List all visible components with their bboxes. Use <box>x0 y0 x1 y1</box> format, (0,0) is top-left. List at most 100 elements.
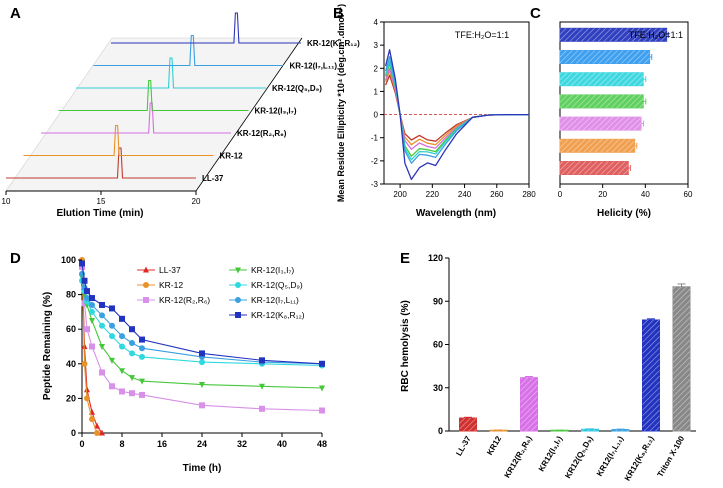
stability-point-3-10 <box>259 383 265 390</box>
panel-b: 200 220 240 260 280 -3 -2 -1 0 1 2 3 4 TFE:H₂O=1:1 W… <box>336 4 536 219</box>
stability-point-5-2 <box>84 295 90 302</box>
hemolysis-category-label-2: KR12(R₂,R₆) <box>503 434 534 479</box>
chromatogram-trace-3 <box>58 79 249 112</box>
stability-point-5-4 <box>99 312 105 319</box>
legend-marker-1 <box>143 282 149 288</box>
hemolysis-bar-hatch-0 <box>459 418 477 431</box>
panel-b-y-tick-label-4: 1 <box>374 87 379 96</box>
panel-d-y-tick-label-2: 40 <box>66 359 76 369</box>
stability-point-6-1 <box>81 277 88 284</box>
chromatogram-label-2: KR-12(R₂,R₆) <box>237 129 287 138</box>
legend-marker-2 <box>143 297 149 303</box>
stability-point-6-6 <box>119 315 125 322</box>
stability-point-1-4 <box>94 430 100 436</box>
hemolysis-category-label-4: KR12(Q₅,D₉) <box>563 434 595 480</box>
cd-curve-2 <box>384 67 529 150</box>
helicity-bar-hatch-6 <box>560 28 667 42</box>
chromatogram-trace-2 <box>41 102 231 134</box>
chromatogram-label-1: KR-12 <box>220 152 244 161</box>
chromatogram-label-0: LL-37 <box>202 174 224 183</box>
helicity-bar-hatch-5 <box>560 50 650 64</box>
hemolysis-category-label-5: KR12(I₇,L₁₁) <box>595 434 625 478</box>
hemolysis-category-label-3: KR12(I₃,I₇) <box>537 434 565 473</box>
chromatogram-trace-1 <box>23 124 214 157</box>
stability-point-4-9 <box>199 359 205 366</box>
legend-label-6: KR-12(K₈,R₁₂) <box>251 310 305 320</box>
panel-c: 0 20 40 60 TFE:H₂O=1:1 Helicity (%) <box>558 21 693 219</box>
stability-point-6-5 <box>109 305 115 312</box>
legend-label-2: KR-12(R₂,R₆) <box>159 295 210 305</box>
legend-marker-5 <box>235 297 241 303</box>
stability-point-2-4 <box>99 369 105 376</box>
panel-b-x-tick-label-3: 260 <box>490 190 504 199</box>
stability-point-2-5 <box>109 383 115 390</box>
stability-point-3-4 <box>99 344 105 350</box>
panel-e-y-tick-label-2: 60 <box>433 340 443 350</box>
panel-b-y-tick-label-1: -2 <box>371 157 379 166</box>
panel-d-y-tick-label-4: 80 <box>66 290 76 300</box>
helicity-bar-hatch-0 <box>560 161 629 175</box>
stability-point-3-8 <box>139 378 145 385</box>
panel-d-x-label: Time (h) <box>183 463 222 474</box>
panel-d-y-tick-label-1: 20 <box>66 393 76 403</box>
stability-point-3-6 <box>119 368 125 375</box>
stability-point-2-9 <box>199 402 205 409</box>
stability-point-0-4 <box>94 422 100 429</box>
stability-point-6-7 <box>129 326 135 333</box>
panel-b-annotation: TFE:H₂O=1:1 <box>455 30 509 40</box>
panel-a-x-tick-label-0: 10 <box>2 197 11 206</box>
stability-point-1-2 <box>84 395 90 402</box>
helicity-bar-hatch-4 <box>560 72 644 86</box>
chromatogram-trace-4 <box>76 57 266 89</box>
stability-point-2-6 <box>119 388 125 395</box>
panel-d-x-tick-label-2: 16 <box>157 439 167 449</box>
legend-label-1: KR-12 <box>159 280 183 290</box>
cd-curve-0 <box>384 74 529 142</box>
panel-a-x-label: Elution Time (min) <box>56 208 143 219</box>
panel-c-x-tick-label-0: 0 <box>558 190 563 199</box>
panel-a-x-tick-label-2: 20 <box>192 197 201 206</box>
panel-b-y-tick-label-5: 2 <box>374 64 379 73</box>
legend-marker-4 <box>235 282 241 288</box>
panel-a-depth-axis <box>195 37 303 192</box>
stability-point-6-11 <box>319 360 325 367</box>
stability-point-6-4 <box>99 301 105 308</box>
chromatogram-trace-5 <box>93 34 284 67</box>
helicity-bar-hatch-1 <box>560 139 635 153</box>
legend-label-4: KR-12(Q₅,D₉) <box>251 280 303 290</box>
panel-c-x-tick-label-1: 20 <box>598 190 607 199</box>
panel-d-y-tick-label-3: 60 <box>66 324 76 334</box>
stability-point-4-8 <box>139 353 145 360</box>
chromatogram-label-5: KR-12(I₇,L₁₁) <box>290 62 338 71</box>
panel-d-y-label: Peptide Remaining (%) <box>42 292 53 400</box>
cd-curve-4 <box>384 60 529 161</box>
panel-e-y-tick-label-4: 120 <box>428 253 443 263</box>
stability-point-0-2 <box>84 386 90 393</box>
panel-c-x-tick-label-2: 40 <box>641 190 650 199</box>
panel-d-x-tick-label-0: 0 <box>79 439 84 449</box>
stability-point-5-5 <box>109 322 115 329</box>
stability-line-2 <box>81 266 323 412</box>
hemolysis-bar-hatch-1 <box>490 430 507 431</box>
stability-point-1-3 <box>89 416 95 423</box>
stability-point-2-10 <box>259 405 265 412</box>
stability-point-4-6 <box>119 343 125 350</box>
panel-e-y-label: RBC hemolysis (%) <box>400 300 411 392</box>
panel-b-x-tick-label-2: 240 <box>458 190 472 199</box>
panel-e: LL-37 KR12 KR12(R₂,R₆) KR12(I₃,I₇) KR12(Q₅,D… <box>400 253 696 482</box>
panel-b-y-tick-label-6: 3 <box>374 41 379 50</box>
stability-point-2-8 <box>139 391 145 398</box>
stability-point-6-3 <box>89 295 95 302</box>
panel-label-e: E <box>400 250 410 267</box>
stability-point-2-11 <box>319 407 325 414</box>
panel-d-x-tick-label-4: 32 <box>237 439 247 449</box>
panel-e-y-tick-label-3: 90 <box>433 296 443 306</box>
hemolysis-bar-hatch-6 <box>642 319 660 431</box>
stability-point-1-1 <box>81 360 88 367</box>
stability-point-3-5 <box>109 357 115 364</box>
stability-point-4-4 <box>99 322 105 329</box>
panel-a-x-tick-label-1: 15 <box>97 197 106 206</box>
hemolysis-category-label-0: LL-37 <box>454 434 473 457</box>
stability-point-6-0 <box>79 260 85 267</box>
